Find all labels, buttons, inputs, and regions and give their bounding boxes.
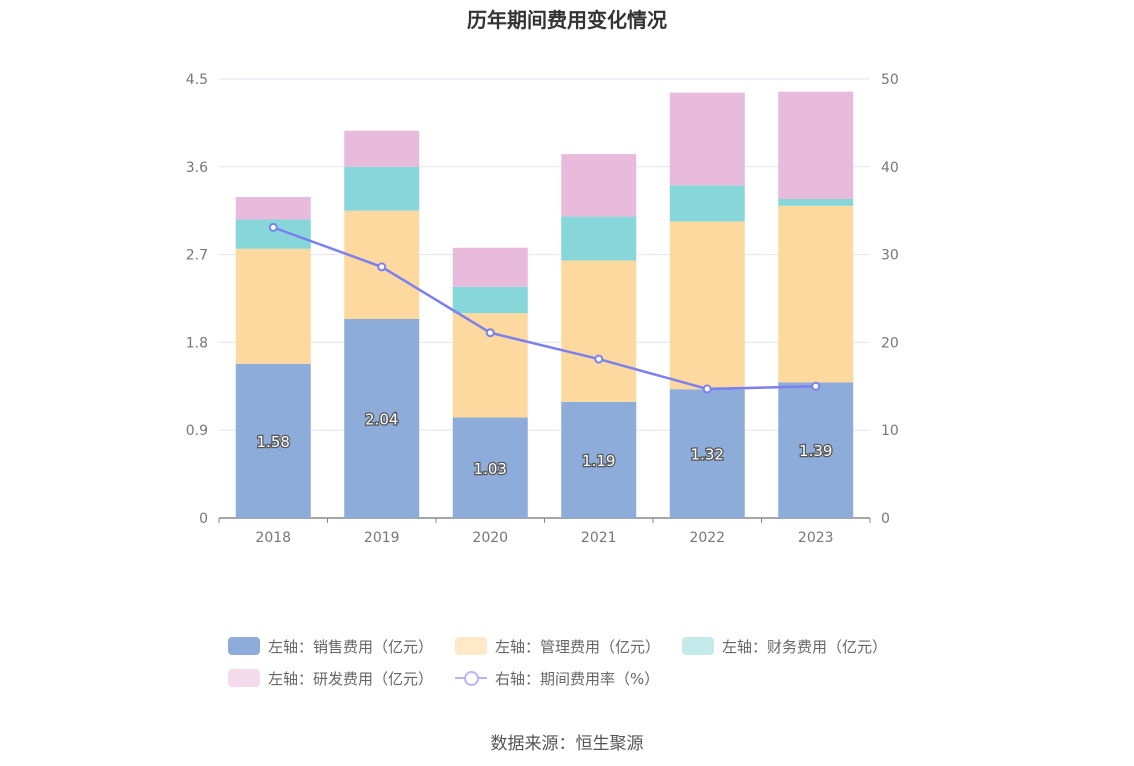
legend-label-rate: 右轴：期间费用率（%） [495, 669, 660, 688]
left-axis-tick: 0.9 [186, 423, 208, 439]
bar-segment-3-2023 [778, 91, 854, 199]
bar-segment-1-2018 [235, 248, 311, 364]
left-axis-tick: 3.6 [186, 160, 208, 176]
data-label-sales: 2.04 [365, 410, 398, 428]
x-axis-tick: 2021 [581, 530, 617, 546]
bar-segment-0-2019 [344, 318, 420, 518]
left-axis-tick: 4.5 [186, 72, 208, 88]
bar-segment-2-2022 [669, 185, 745, 222]
legend-item-finance[interactable]: 左轴：财务费用（亿元） [682, 636, 887, 657]
right-axis-tick: 40 [881, 160, 899, 176]
bar-segment-2-2021 [561, 216, 637, 261]
legend-item-sales[interactable]: 左轴：销售费用（亿元） [228, 636, 433, 657]
bar-segment-2-2019 [344, 166, 420, 211]
bar-segment-3-2022 [669, 92, 745, 186]
bar-segment-3-2021 [561, 154, 637, 217]
legend-swatch-rnd [228, 669, 260, 687]
rate-point [702, 384, 712, 394]
bar-segment-0-2020 [452, 417, 528, 518]
legend-item-rate[interactable]: 右轴：期间费用率（%） [455, 668, 659, 689]
rate-point [594, 354, 604, 364]
x-axis-tick: 2023 [798, 530, 834, 546]
data-label-sales: 1.32 [691, 446, 724, 464]
bar-segment-0-2021 [561, 401, 637, 518]
x-axis-tick: 2019 [364, 530, 400, 546]
bar-segment-3-2019 [344, 130, 420, 167]
bar-segment-0-2022 [669, 389, 745, 518]
bar-segment-3-2018 [235, 197, 311, 220]
legend-swatch-sales [228, 637, 260, 655]
right-axis-tick: 10 [881, 423, 899, 439]
bar-segment-0-2023 [778, 382, 854, 518]
bar-segment-0-2018 [235, 363, 311, 518]
legend-label-rnd: 左轴：研发费用（亿元） [268, 669, 434, 688]
legend-label-sales: 左轴：销售费用（亿元） [268, 637, 434, 656]
data-label-sales: 1.03 [474, 460, 507, 478]
rate-line [272, 226, 816, 391]
chart-title: 历年期间费用变化情况 [467, 8, 667, 32]
legend-item-admin[interactable]: 左轴：管理费用（亿元） [455, 636, 660, 657]
left-axis-tick: 2.7 [186, 248, 208, 264]
bar-segment-2-2020 [452, 286, 528, 314]
legend-swatch-admin [455, 637, 488, 655]
right-axis-tick: 20 [881, 335, 899, 351]
x-axis-tick: 2022 [689, 530, 725, 546]
x-axis-tick: 2018 [255, 530, 291, 546]
rate-point [268, 222, 278, 232]
right-axis-tick: 50 [881, 72, 899, 88]
bar-segment-3-2020 [452, 247, 528, 287]
right-axis-tick: 0 [881, 511, 890, 527]
x-axis-tick: 2020 [472, 530, 508, 546]
legend: 左轴：销售费用（亿元） 左轴：管理费用（亿元） 左轴：财务费用（亿元） 左轴：研… [228, 630, 928, 694]
bar-segment-1-2023 [778, 205, 854, 383]
bar-segment-2-2023 [778, 198, 854, 206]
legend-swatch-finance [682, 637, 715, 655]
rate-point [485, 328, 495, 338]
bar-segment-1-2021 [561, 260, 637, 402]
bar-segment-1-2022 [669, 221, 745, 390]
left-axis-tick: 0 [199, 511, 208, 527]
data-source: 数据来源：恒生聚源 [490, 734, 644, 754]
left-axis-tick: 1.8 [186, 335, 208, 351]
rate-point [377, 262, 387, 272]
legend-line-icon [455, 669, 488, 687]
data-label-sales: 1.58 [257, 433, 290, 451]
legend-item-rnd[interactable]: 左轴：研发费用（亿元） [228, 668, 433, 689]
rate-point [811, 381, 821, 391]
right-axis-tick: 30 [881, 248, 899, 264]
legend-label-finance: 左轴：财务费用（亿元） [722, 637, 888, 656]
legend-label-admin: 左轴：管理费用（亿元） [495, 637, 661, 656]
data-label-sales: 1.39 [799, 442, 832, 460]
data-label-sales: 1.19 [582, 452, 615, 470]
chart: 0 0 0.9 10 1.8 20 2.7 30 3.6 40 4.5 50 2018 2019 2020 2… [186, 72, 899, 546]
